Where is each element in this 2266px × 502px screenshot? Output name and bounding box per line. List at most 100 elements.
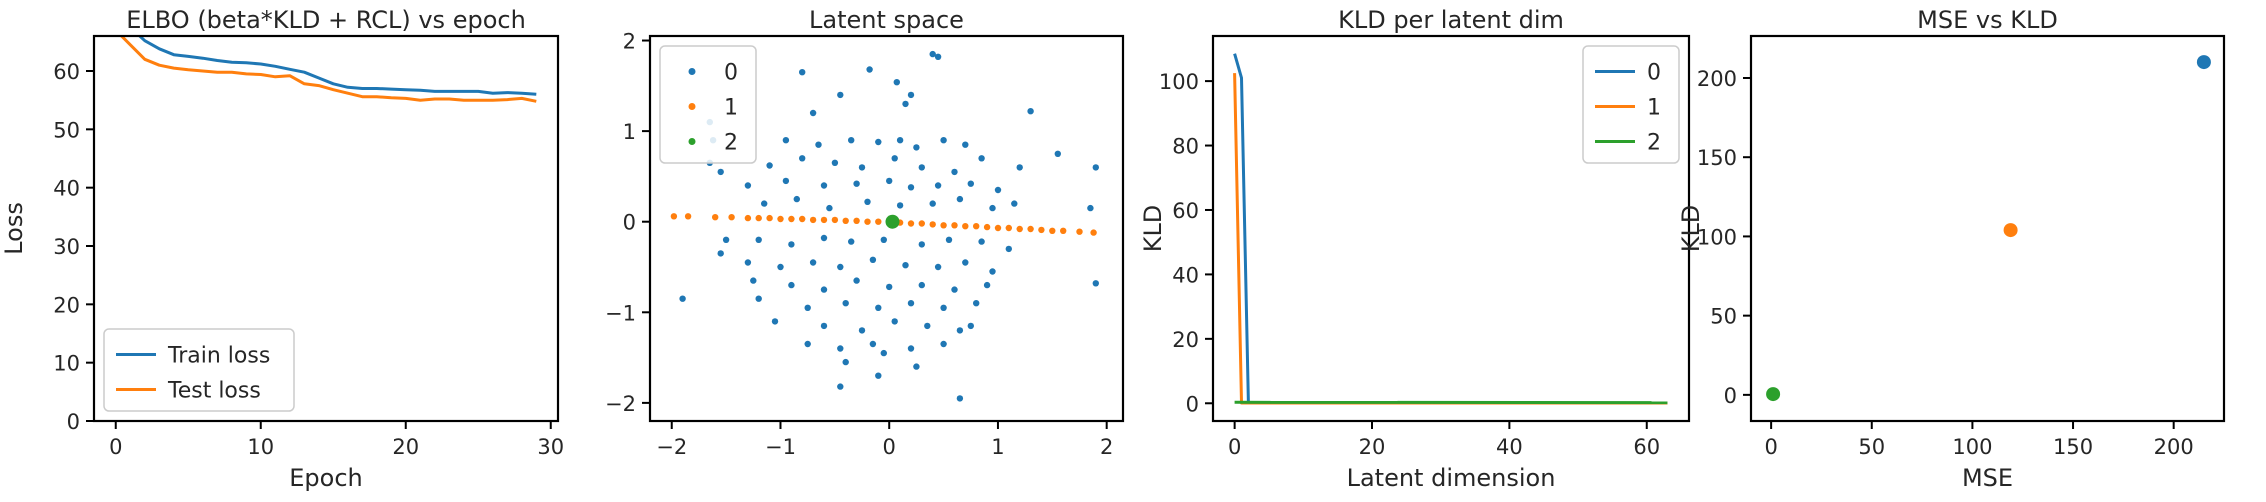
y-tick-label: 40 — [1172, 263, 1199, 287]
data-point — [967, 180, 974, 187]
data-point — [934, 182, 942, 189]
data-point — [766, 214, 773, 222]
y-tick-label: 200 — [1697, 67, 1737, 91]
legend-label: Test loss — [167, 379, 261, 404]
data-point — [766, 162, 773, 169]
x-tick-label: 30 — [537, 435, 564, 459]
legend: Train loss Test loss — [103, 328, 295, 412]
data-point — [956, 327, 964, 334]
axes-frame — [648, 34, 1125, 423]
data-point — [951, 168, 958, 176]
y-tick-label: −2 — [605, 392, 636, 416]
y-tick-label: 60 — [1172, 199, 1199, 223]
legend-frame — [659, 45, 757, 164]
data-point — [1090, 229, 1097, 236]
data-point — [983, 281, 991, 289]
data-point — [1092, 280, 1100, 287]
legend-swatch — [688, 138, 696, 145]
legend-label: 2 — [724, 131, 738, 156]
legend: 0 1 2 — [659, 45, 757, 164]
data-point — [1092, 164, 1100, 171]
plot-area — [670, 50, 1100, 402]
data-point — [945, 236, 953, 243]
data-point — [853, 217, 860, 224]
plot-area — [1766, 55, 2211, 402]
data-point — [1054, 150, 1062, 157]
y-tick-label: 0 — [67, 410, 80, 434]
data-point — [842, 300, 849, 307]
data-point — [866, 66, 873, 73]
x-axis-label: Epoch — [289, 464, 363, 492]
data-point — [918, 281, 925, 289]
data-point — [880, 236, 887, 243]
axes-frame — [1211, 34, 1691, 423]
data-point — [989, 268, 996, 275]
data-point — [848, 238, 855, 245]
series-points-2 — [885, 214, 900, 229]
data-point — [755, 295, 762, 302]
chart-latent-space: −2 −1 0 1 2 −2 −1 0 1 2 Latent space 0 1 2 — [605, 6, 1125, 459]
data-point — [880, 349, 887, 357]
chart-elbo-vs-epoch: 0 10 20 30 0 10 20 30 40 50 60 ELBO (beta*KLD + RCL… — [0, 6, 564, 492]
y-tick-label: 0 — [623, 211, 636, 235]
data-point — [744, 259, 752, 266]
x-tick-label: 0 — [1228, 435, 1241, 459]
legend-label: 0 — [724, 61, 738, 86]
y-tick-label: 0 — [1724, 384, 1737, 408]
legend-swatch — [688, 103, 696, 110]
data-point — [728, 214, 735, 221]
data-point — [962, 141, 969, 148]
x-tick-label: −1 — [765, 435, 796, 459]
data-point — [826, 204, 833, 212]
data-point — [973, 300, 980, 307]
chart-title: Latent space — [809, 6, 964, 34]
data-point — [750, 277, 757, 284]
data-point — [837, 263, 844, 271]
data-point — [869, 340, 877, 348]
data-point — [815, 141, 822, 148]
legend-label: 0 — [1647, 61, 1661, 86]
x-tick-label: 200 — [2154, 435, 2194, 459]
data-point — [994, 224, 1002, 232]
y-axis-label: KLD — [1139, 205, 1167, 253]
data-point — [744, 214, 752, 222]
x-tick-label: 20 — [392, 435, 419, 459]
data-point — [956, 195, 964, 203]
data-point — [809, 216, 817, 224]
data-point — [799, 215, 806, 223]
data-point — [820, 216, 828, 224]
data-point — [1027, 225, 1034, 233]
data-point — [782, 177, 790, 185]
data-point — [788, 281, 795, 289]
data-point — [679, 295, 686, 302]
data-point — [886, 177, 893, 185]
y-tick-label: 1 — [623, 120, 636, 144]
data-point — [804, 304, 811, 311]
data-point — [864, 198, 871, 205]
plot-area — [1233, 53, 1668, 405]
data-point — [853, 180, 860, 187]
y-tick-label: 20 — [1172, 328, 1199, 352]
x-tick-label: 10 — [247, 435, 274, 459]
data-point — [1076, 228, 1083, 235]
chart-title: MSE vs KLD — [1917, 6, 2058, 34]
data-point — [973, 223, 980, 230]
data-point — [670, 213, 678, 220]
data-point — [788, 241, 795, 248]
y-tick-label: 10 — [53, 352, 80, 376]
axes-frame — [92, 34, 560, 423]
series-line-test-loss — [119, 36, 537, 103]
data-point — [799, 69, 806, 76]
data-point — [1060, 227, 1067, 234]
data-point — [989, 204, 996, 212]
data-point — [962, 223, 969, 230]
data-point — [896, 137, 904, 144]
data-point — [842, 358, 849, 366]
data-point — [684, 213, 692, 220]
data-point — [858, 327, 866, 334]
data-point — [712, 214, 719, 221]
chart-title: KLD per latent dim — [1338, 6, 1564, 34]
y-tick-label: 30 — [53, 235, 80, 259]
